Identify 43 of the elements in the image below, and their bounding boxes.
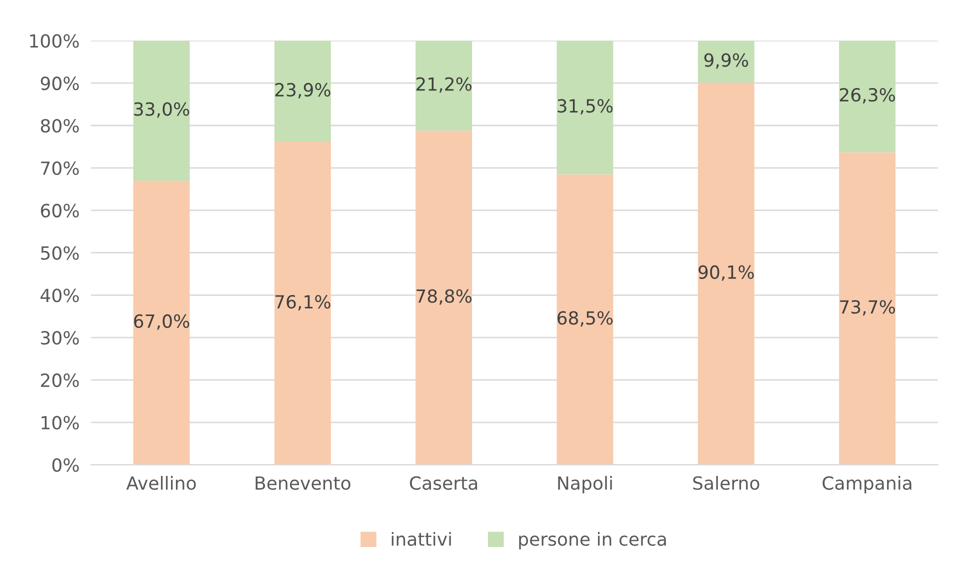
data-label: 76,1% (275, 295, 330, 310)
bar (416, 130, 472, 465)
bar (839, 152, 896, 465)
y-tick-label: 70% (41, 161, 79, 176)
x-tick-label: Benevento (256, 476, 350, 490)
bar (416, 40, 472, 131)
y-tick-label: 90% (40, 76, 79, 90)
data-label: 23,9% (275, 82, 330, 98)
data-label: 78,8% (416, 289, 472, 305)
data-label: 9,9% (704, 53, 748, 69)
x-tick-label: Napoli (558, 476, 612, 494)
bar (133, 180, 190, 465)
data-label: 31,5% (558, 99, 613, 115)
y-tick-label: 40% (40, 288, 79, 302)
bar (274, 40, 331, 142)
x-tick-label: Avellino (126, 476, 196, 490)
legend-label: persone in cerca (519, 532, 666, 550)
data-label: 21,2% (416, 77, 472, 93)
y-tick-label: 80% (40, 118, 79, 133)
y-tick-label: 30% (41, 331, 79, 345)
y-tick-label: 10% (42, 416, 79, 430)
x-tick-label: Salerno (693, 476, 760, 490)
y-tick-label: 100% (30, 34, 79, 48)
y-tick-label: 50% (41, 246, 79, 260)
bar (556, 174, 614, 465)
bar (556, 40, 614, 174)
bar (698, 82, 754, 465)
data-label: 33,0% (134, 102, 190, 118)
data-label: 90,1% (698, 265, 754, 281)
data-label: 68,5% (558, 311, 613, 327)
y-tick-label: 20% (40, 373, 79, 388)
data-label: 73,7% (840, 300, 895, 316)
x-tick-label: Campania (822, 476, 912, 494)
bar (698, 40, 754, 83)
bar (839, 40, 896, 152)
data-label: 26,3% (840, 88, 895, 104)
data-label: 67,0% (134, 314, 190, 330)
y-tick-label: 0% (52, 458, 79, 472)
x-tick-label: Caserta (410, 476, 478, 490)
bar (274, 142, 331, 465)
legend-label: inattivi (392, 532, 451, 546)
y-tick-label: 60% (40, 204, 79, 218)
bar (133, 40, 190, 181)
